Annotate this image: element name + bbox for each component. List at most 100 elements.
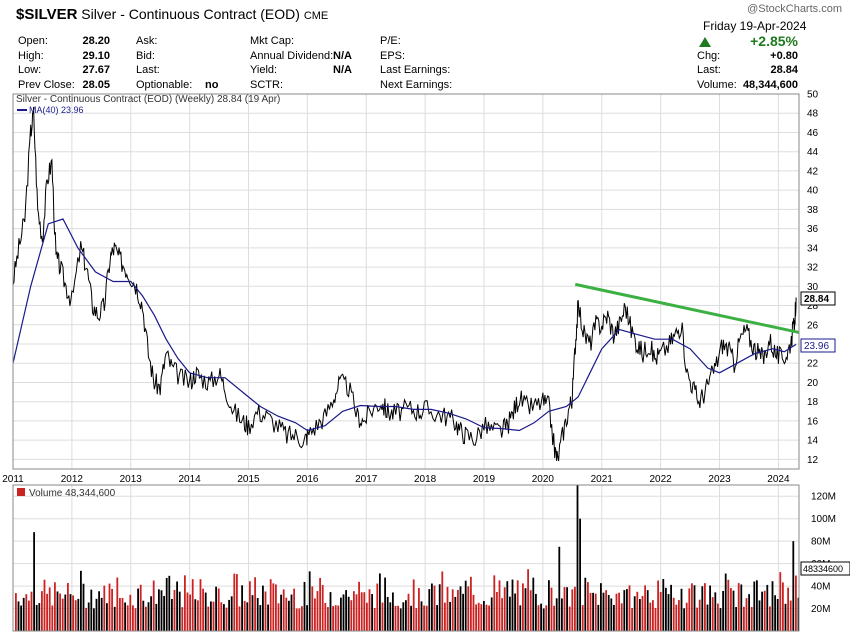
volume-bar xyxy=(121,598,124,631)
volume-bar xyxy=(20,605,22,631)
volume-bar xyxy=(407,593,410,631)
volume-bar xyxy=(282,589,285,631)
volume-bar xyxy=(106,603,108,631)
volume-bar xyxy=(743,606,745,631)
volume-bar xyxy=(267,604,269,631)
volume-bar xyxy=(441,571,444,631)
price-tick-label: 46 xyxy=(807,128,819,139)
volume-bar xyxy=(360,592,363,631)
volume-label: Volume: xyxy=(697,79,737,91)
volume-bar xyxy=(223,604,225,631)
volume-bar xyxy=(243,600,246,631)
volume-bar xyxy=(789,600,792,631)
volume-bar xyxy=(171,598,173,631)
volume-bar xyxy=(389,602,392,631)
volume-bar xyxy=(178,591,181,631)
price-line xyxy=(12,106,797,462)
volume-bar xyxy=(199,579,202,631)
volume-bar xyxy=(792,541,795,631)
volume-bar xyxy=(758,600,761,631)
ma40-line xyxy=(12,218,797,432)
volume-bar xyxy=(467,586,470,631)
volume-bar xyxy=(470,576,472,631)
volume-bar xyxy=(428,589,431,631)
volume-bar xyxy=(459,586,462,631)
volume-bar xyxy=(652,600,654,631)
low-label: Low: xyxy=(18,64,42,76)
volume-bar xyxy=(506,581,509,631)
volume-bar xyxy=(574,586,576,631)
price-tick-label: 44 xyxy=(807,147,819,158)
volume-bar xyxy=(683,608,685,631)
volume-bar xyxy=(756,580,758,631)
volume-bar xyxy=(724,573,727,631)
volume-bar xyxy=(600,583,602,631)
volume-bar xyxy=(295,608,298,631)
volume-bar xyxy=(579,518,581,631)
volume-bar xyxy=(298,608,301,631)
volume-bar xyxy=(181,607,184,631)
volume-bar xyxy=(321,585,324,631)
volume-bar xyxy=(67,582,69,631)
volume-bar xyxy=(405,600,407,631)
volume-bar xyxy=(54,582,56,631)
volume-bar xyxy=(176,581,178,631)
volume-bar xyxy=(607,594,610,631)
volume-bar xyxy=(61,598,64,631)
date-tick-label: 2011 xyxy=(2,474,24,485)
high-label: High: xyxy=(18,50,44,62)
volume-bar xyxy=(776,598,779,631)
volume-bar xyxy=(254,577,256,631)
volume-bar xyxy=(631,607,633,631)
volume-bar xyxy=(353,591,355,631)
volume-bar xyxy=(56,591,59,631)
volume-bar xyxy=(202,588,204,631)
volume-bar xyxy=(623,590,626,631)
volume-bar xyxy=(737,583,740,631)
open-value: 28.20 xyxy=(82,35,110,47)
price-tick-label: 36 xyxy=(807,224,819,235)
volume-bar xyxy=(134,608,137,631)
volume-bar xyxy=(306,605,308,631)
volume-bar xyxy=(51,605,54,631)
volume-bar xyxy=(678,600,680,631)
volume-bar xyxy=(693,585,696,631)
volume-bar xyxy=(30,591,33,631)
volume-bar xyxy=(626,589,628,631)
volume-bar xyxy=(324,602,327,631)
volume-bar xyxy=(210,601,212,631)
volume-bar xyxy=(545,605,548,631)
volume-bar xyxy=(542,608,545,631)
volume-bar xyxy=(548,580,550,631)
volume-bar xyxy=(540,603,542,631)
volume-bar xyxy=(639,599,641,631)
volume-bar xyxy=(685,602,688,631)
volume-bar xyxy=(311,586,314,631)
volume-bar xyxy=(711,597,714,631)
volume-bar xyxy=(381,602,384,631)
volume-bar xyxy=(384,577,386,631)
volume-bar xyxy=(59,593,61,631)
volume-bar xyxy=(501,598,503,631)
volume-bar xyxy=(262,585,264,631)
volume-bar xyxy=(355,594,358,631)
volume-bar xyxy=(680,588,683,631)
volume-bar xyxy=(285,597,288,631)
volume-bar xyxy=(363,592,366,631)
volume-bar xyxy=(691,583,693,631)
optionable-value: no xyxy=(205,79,219,91)
symbol: $SILVER xyxy=(16,6,78,23)
date-tick-label: 2015 xyxy=(237,474,260,485)
volume-bar xyxy=(246,602,249,631)
volume-bar xyxy=(665,587,667,631)
volume-bar xyxy=(77,598,80,631)
volume-bar xyxy=(709,585,711,631)
volume-bar xyxy=(436,605,438,631)
volume-bar xyxy=(644,585,646,631)
volume-bar xyxy=(490,597,493,631)
volume-bar xyxy=(98,591,100,631)
volume-bar xyxy=(158,589,160,631)
volume-bar xyxy=(386,596,389,631)
price-tick-label: 42 xyxy=(807,166,819,177)
volume-bar xyxy=(272,583,275,631)
